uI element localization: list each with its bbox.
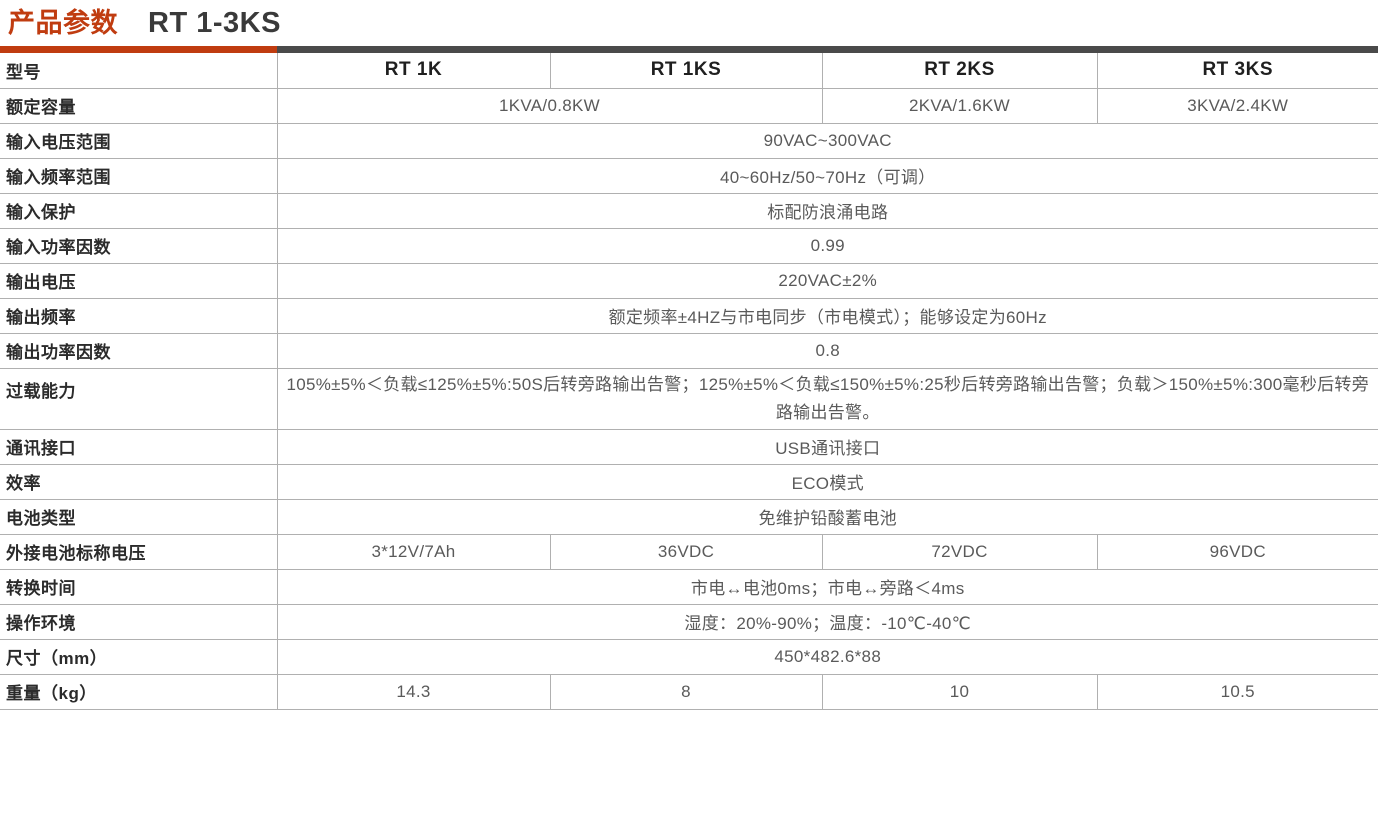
specification-table: 型号 RT 1K RT 1KS RT 2KS RT 3KS 额定容量 1KVA/… [0,53,1378,710]
table-row: 过载能力 105%±5%＜负载≤125%±5%:50S后转旁路输出告警；125%… [0,367,1378,430]
row-label: 输入功率因数 [0,227,278,264]
row-value: 2KVA/1.6KW [821,87,1098,124]
table-header-rt1ks: RT 1KS [549,53,823,89]
row-value: 96VDC [1096,533,1378,570]
page-title-model: RT 1-3KS [148,6,281,39]
row-label: 尺寸（mm） [0,638,278,675]
table-row: 输出电压 220VAC±2% [0,262,1378,299]
table-row: 输出功率因数 0.8 [0,332,1378,369]
row-label: 效率 [0,463,278,500]
table-row: 输入频率范围 40~60Hz/50~70Hz（可调） [0,157,1378,194]
row-label: 外接电池标称电压 [0,533,278,570]
row-label: 额定容量 [0,87,278,124]
row-value: 额定频率±4HZ与市电同步（市电模式）；能够设定为60Hz [276,297,1378,334]
page-title: 产品参数 RT 1-3KS [0,0,1378,46]
row-label: 操作环境 [0,603,278,640]
row-value: 标配防浪涌电路 [276,192,1378,229]
table-row: 输出频率 额定频率±4HZ与市电同步（市电模式）；能够设定为60Hz [0,297,1378,334]
table-row: 尺寸（mm） 450*482.6*88 [0,638,1378,675]
row-value: USB通讯接口 [276,428,1378,465]
row-label: 电池类型 [0,498,278,535]
row-value: 40~60Hz/50~70Hz（可调） [276,157,1378,194]
row-value: 3KVA/2.4KW [1096,87,1378,124]
row-label: 输入保护 [0,192,278,229]
row-value: 105%±5%＜负载≤125%±5%:50S后转旁路输出告警；125%±5%＜负… [276,367,1378,430]
row-value: 3*12V/7Ah [276,533,551,570]
table-row: 电池类型 免维护铅酸蓄电池 [0,498,1378,535]
row-value: 市电↔电池0ms；市电↔旁路＜4ms [276,568,1378,605]
table-row: 输入电压范围 90VAC~300VAC [0,122,1378,159]
table-row: 效率 ECO模式 [0,463,1378,500]
row-value: 10 [821,673,1098,710]
row-label: 输入电压范围 [0,122,278,159]
row-value: 8 [549,673,823,710]
table-row: 输入功率因数 0.99 [0,227,1378,264]
page-title-chinese: 产品参数 [8,7,118,38]
row-label: 转换时间 [0,568,278,605]
accent-bar-orange-segment [0,46,277,53]
row-value: 450*482.6*88 [276,638,1378,675]
row-label: 重量（kg） [0,673,278,710]
row-label: 输出电压 [0,262,278,299]
row-label: 输出功率因数 [0,332,278,369]
table-row: 重量（kg） 14.3 8 10 10.5 [0,673,1378,710]
row-value: 湿度：20%-90%；温度：-10℃-40℃ [276,603,1378,640]
table-row: 转换时间 市电↔电池0ms；市电↔旁路＜4ms [0,568,1378,605]
table-header-rt1k: RT 1K [276,53,551,89]
table-header-rt3ks: RT 3KS [1096,53,1378,89]
table-header-label: 型号 [0,53,278,89]
table-row: 输入保护 标配防浪涌电路 [0,192,1378,229]
row-value: 1KVA/0.8KW [276,87,823,124]
row-label: 输入频率范围 [0,157,278,194]
table-row: 通讯接口 USB通讯接口 [0,428,1378,465]
row-label: 通讯接口 [0,428,278,465]
row-value: 220VAC±2% [276,262,1378,299]
table-row: 操作环境 湿度：20%-90%；温度：-10℃-40℃ [0,603,1378,640]
row-value: 0.8 [276,332,1378,369]
row-value: 14.3 [276,673,551,710]
table-header-row: 型号 RT 1K RT 1KS RT 2KS RT 3KS [0,53,1378,89]
row-value: 10.5 [1096,673,1378,710]
accent-bar [0,46,1378,53]
table-row: 外接电池标称电压 3*12V/7Ah 36VDC 72VDC 96VDC [0,533,1378,570]
row-value: 36VDC [549,533,823,570]
accent-bar-gray-segment [277,46,1378,53]
row-value: 免维护铅酸蓄电池 [276,498,1378,535]
row-value: 0.99 [276,227,1378,264]
table-row: 额定容量 1KVA/0.8KW 2KVA/1.6KW 3KVA/2.4KW [0,87,1378,124]
row-label: 输出频率 [0,297,278,334]
row-value: 72VDC [821,533,1098,570]
row-value: ECO模式 [276,463,1378,500]
row-label: 过载能力 [0,367,278,430]
table-header-rt2ks: RT 2KS [821,53,1098,89]
row-value: 90VAC~300VAC [276,122,1378,159]
